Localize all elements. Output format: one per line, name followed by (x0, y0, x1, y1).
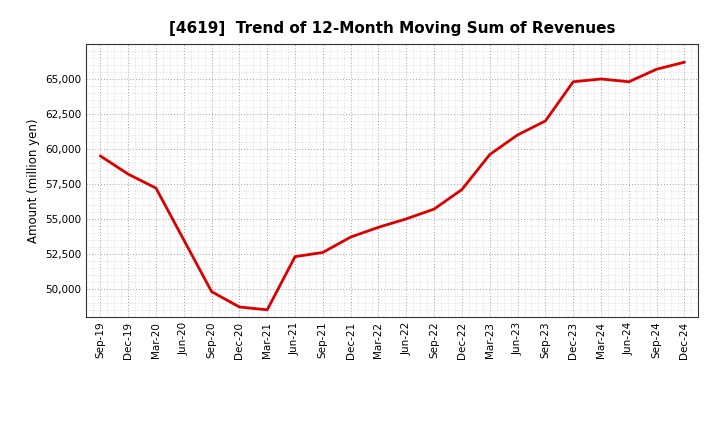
Y-axis label: Amount (million yen): Amount (million yen) (27, 118, 40, 242)
Title: [4619]  Trend of 12-Month Moving Sum of Revenues: [4619] Trend of 12-Month Moving Sum of R… (169, 21, 616, 36)
